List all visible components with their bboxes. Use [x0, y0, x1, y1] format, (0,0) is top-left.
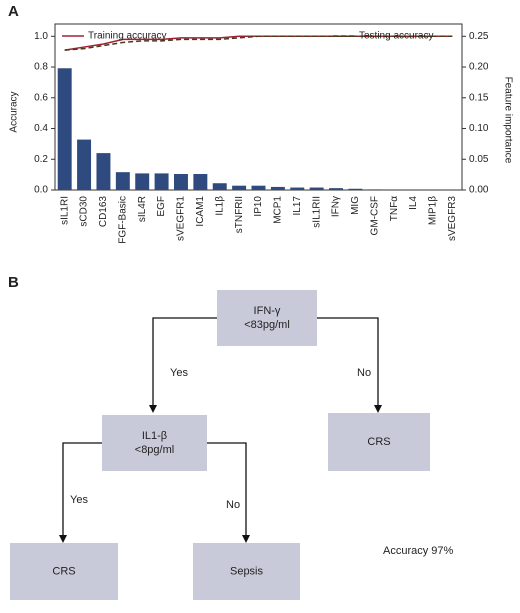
arrowhead	[374, 405, 382, 413]
tree-node	[217, 290, 317, 346]
y2-tick-label: 0.05	[469, 154, 489, 165]
tree-node	[102, 415, 207, 471]
edge	[62, 442, 102, 541]
bar	[212, 183, 227, 190]
x-tick-label: IFNγ	[331, 196, 342, 217]
legend-label: Testing accuracy	[359, 31, 433, 42]
panel-letter: A	[8, 3, 19, 20]
bar	[309, 187, 324, 190]
bar	[96, 153, 111, 190]
node-label: CRS	[52, 565, 75, 577]
tree-node	[10, 543, 118, 600]
x-tick-label: IL4	[408, 196, 419, 210]
edge	[207, 442, 247, 541]
x-tick-label: sVEGFR1	[176, 196, 187, 241]
node-label: IFN-γ	[254, 305, 281, 317]
x-tick-label: IL1β	[214, 196, 225, 216]
accuracy-note: Accuracy 97%	[383, 545, 454, 557]
x-tick-label: MCP1	[273, 196, 284, 224]
x-tick-label: sTNFRII	[234, 196, 245, 233]
node-label: CRS	[367, 436, 390, 448]
bar	[270, 186, 285, 190]
x-tick-label: EGF	[156, 196, 167, 217]
arrowheads	[59, 405, 382, 543]
edge	[152, 317, 217, 411]
bar	[367, 189, 382, 190]
bar	[348, 188, 363, 190]
y2-tick-label: 0.00	[469, 185, 489, 196]
y2-tick-label: 0.20	[469, 62, 489, 73]
x-tick-label: FGF-Basic	[117, 196, 128, 244]
bar	[154, 173, 169, 190]
x-tick-label: MIG	[350, 196, 361, 215]
x-tick-label: TNFα	[389, 196, 400, 221]
y-tick-label: 0.4	[34, 123, 48, 134]
tree-node	[328, 413, 430, 471]
edge-label: No	[357, 367, 371, 379]
x-tick-label: sIL4R	[137, 196, 148, 222]
tree-edges	[62, 317, 379, 541]
bar	[135, 173, 150, 190]
edge-label: No	[226, 499, 240, 511]
node-label: <83pg/ml	[244, 319, 290, 331]
tree-node	[193, 543, 300, 600]
bar	[251, 185, 266, 190]
node-label: IL1-β	[142, 430, 167, 442]
y-tick-label: 0.6	[34, 92, 48, 103]
x-tick-label: GM-CSF	[369, 196, 380, 235]
legend-label: Training accuracy	[88, 31, 167, 42]
edge-label: Yes	[170, 367, 188, 379]
y-tick-label: 1.0	[34, 31, 48, 42]
arrowhead	[242, 535, 250, 543]
edge	[317, 317, 379, 411]
y2-axis-label: Feature importance	[502, 77, 513, 164]
y2-tick-label: 0.15	[469, 92, 489, 103]
x-tick-label: sCD30	[79, 196, 90, 227]
x-tick-label: sIL1RI	[59, 196, 70, 225]
y-tick-label: 0.8	[34, 62, 48, 73]
y-tick-label: 0.2	[34, 154, 48, 165]
plot-frame	[54, 23, 463, 191]
y-tick-label: 0.0	[34, 185, 48, 196]
bar	[173, 174, 188, 190]
bar	[329, 188, 344, 190]
y2-tick-label: 0.10	[469, 123, 489, 134]
arrowhead	[149, 405, 157, 413]
bar	[232, 185, 247, 190]
x-tick-label: IP10	[253, 196, 264, 217]
accuracy-line	[64, 35, 453, 51]
y-axis-label: Accuracy	[9, 91, 20, 132]
bar	[115, 172, 130, 190]
bar	[57, 68, 72, 190]
x-tick-label: MIP1β	[428, 196, 439, 225]
x-tick-label: ICAM1	[195, 196, 206, 227]
x-tick-label: CD163	[98, 196, 109, 228]
edge-label: Yes	[70, 494, 88, 506]
x-tick-label: IL17	[292, 196, 303, 216]
node-label: <8pg/ml	[135, 444, 174, 456]
arrowhead	[59, 535, 67, 543]
node-label: Sepsis	[230, 565, 264, 577]
x-tick-label: sVEGFR3	[447, 196, 458, 241]
bar	[290, 187, 305, 190]
bar	[77, 139, 92, 190]
bar	[193, 174, 208, 190]
panel-letter: B	[8, 274, 19, 291]
x-tick-label: sIL1RII	[311, 196, 322, 228]
y2-tick-label: 0.25	[469, 31, 489, 42]
